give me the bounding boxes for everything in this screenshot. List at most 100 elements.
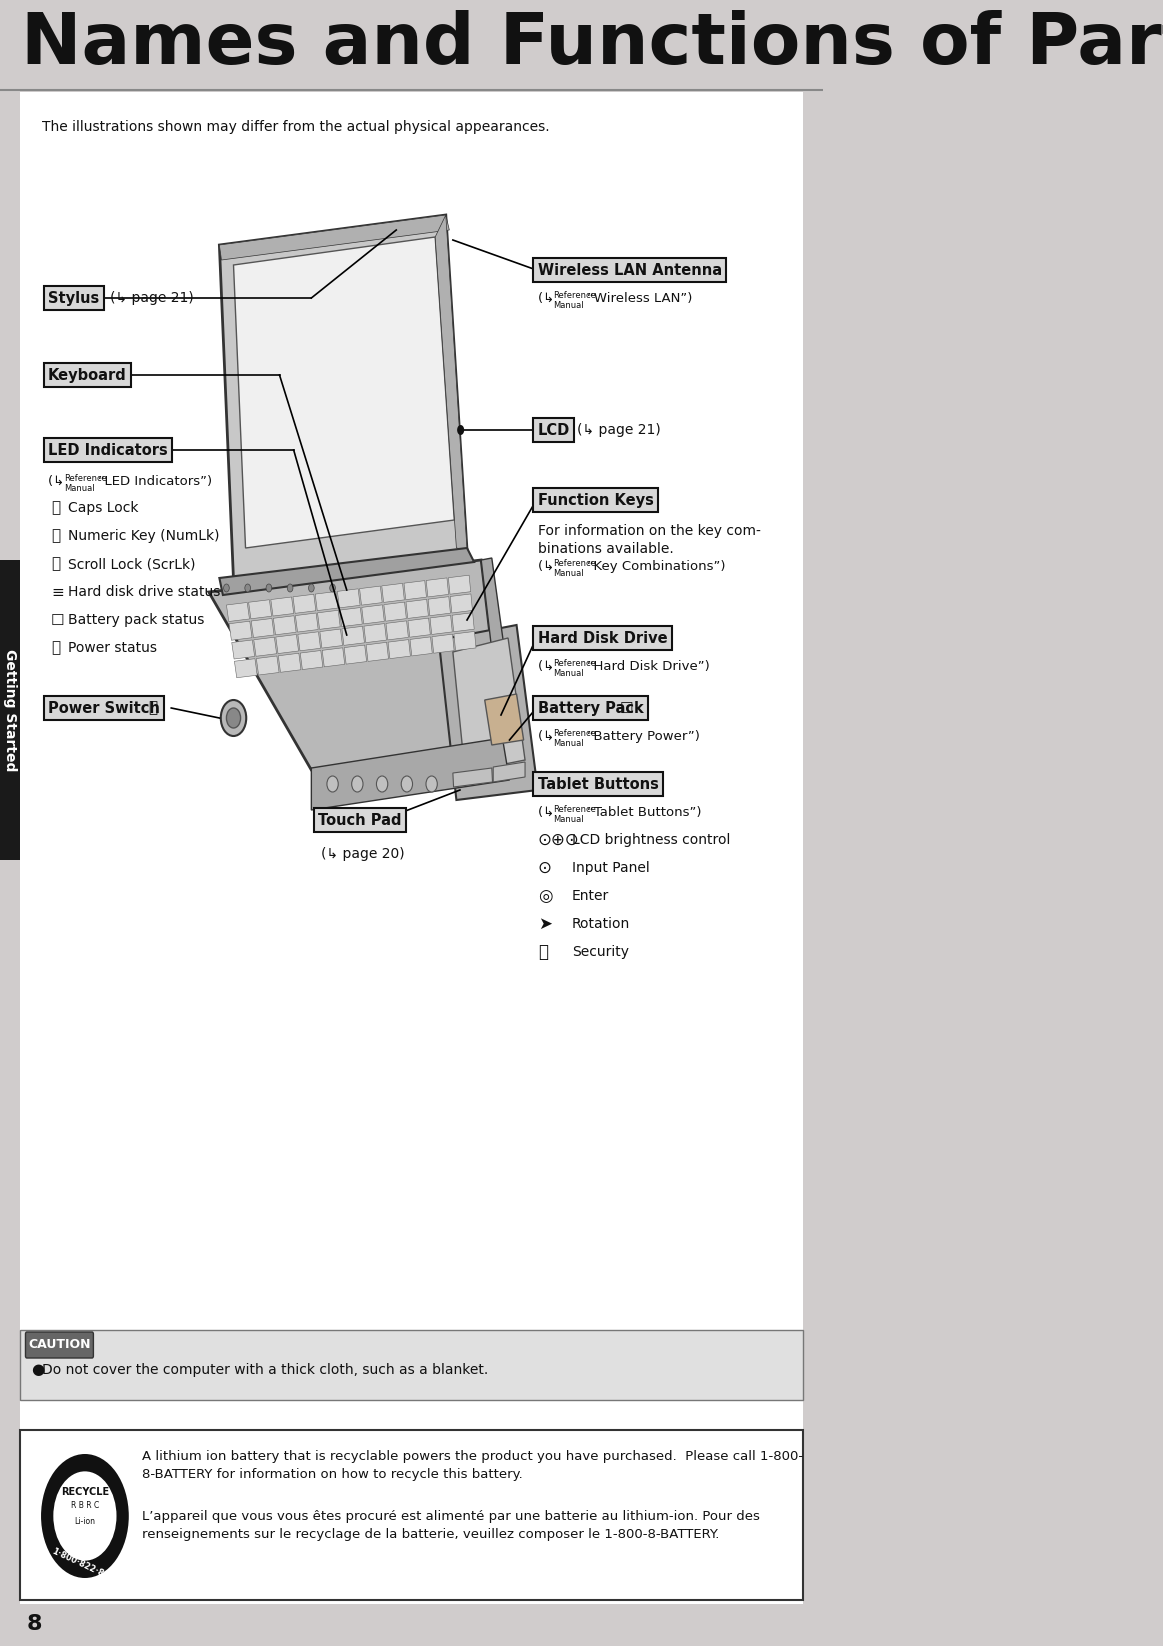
Polygon shape — [381, 583, 405, 602]
Polygon shape — [227, 602, 249, 622]
Text: LCD: LCD — [537, 423, 570, 438]
Polygon shape — [435, 216, 468, 550]
Text: Scroll Lock (ScrLk): Scroll Lock (ScrLk) — [67, 556, 195, 571]
Text: Ⓑ: Ⓑ — [51, 528, 60, 543]
Circle shape — [330, 584, 335, 593]
Polygon shape — [493, 762, 525, 782]
Text: ⊙: ⊙ — [537, 859, 551, 877]
Polygon shape — [411, 637, 433, 657]
Bar — [20, 1430, 804, 1600]
Polygon shape — [452, 612, 475, 632]
Text: A lithium ion battery that is recyclable powers the product you have purchased. : A lithium ion battery that is recyclable… — [142, 1450, 802, 1481]
Text: Li-ion: Li-ion — [74, 1518, 95, 1526]
Text: The illustrations shown may differ from the actual physical appearances.: The illustrations shown may differ from … — [43, 120, 550, 133]
Polygon shape — [254, 637, 277, 657]
Polygon shape — [450, 594, 472, 612]
Text: Hard Disk Drive: Hard Disk Drive — [537, 630, 668, 645]
Text: (↳: (↳ — [537, 560, 558, 573]
Text: Battery Pack: Battery Pack — [537, 701, 643, 716]
Polygon shape — [406, 599, 428, 619]
Polygon shape — [342, 627, 364, 645]
Circle shape — [287, 584, 293, 593]
Text: Security: Security — [572, 945, 629, 960]
Text: Ⓐ: Ⓐ — [51, 500, 60, 515]
Text: binations available.: binations available. — [537, 542, 673, 556]
Circle shape — [53, 1472, 116, 1560]
Polygon shape — [404, 581, 427, 599]
Text: Reference
Manual: Reference Manual — [554, 560, 597, 578]
Polygon shape — [366, 642, 388, 662]
Text: ●: ● — [31, 1363, 44, 1378]
Polygon shape — [344, 645, 366, 663]
Polygon shape — [452, 639, 525, 772]
Text: Caps Lock: Caps Lock — [67, 500, 138, 515]
Text: Reference
Manual: Reference Manual — [554, 291, 597, 311]
Polygon shape — [359, 586, 383, 606]
Text: Keyboard: Keyboard — [48, 367, 127, 382]
Text: ≡: ≡ — [51, 584, 64, 599]
Text: R B R C: R B R C — [71, 1501, 99, 1511]
Text: LED Indicators: LED Indicators — [48, 443, 167, 458]
Polygon shape — [276, 634, 299, 653]
Polygon shape — [278, 653, 301, 672]
Polygon shape — [438, 625, 537, 800]
Text: “Wireless LAN”): “Wireless LAN”) — [587, 291, 693, 305]
Text: (↳: (↳ — [537, 660, 558, 673]
Circle shape — [327, 775, 338, 792]
Text: 8: 8 — [27, 1615, 42, 1634]
Text: Hard disk drive status: Hard disk drive status — [67, 584, 220, 599]
Text: (↳ page 20): (↳ page 20) — [321, 848, 405, 861]
Circle shape — [223, 584, 229, 593]
Polygon shape — [249, 599, 272, 619]
Text: “Battery Power”): “Battery Power”) — [587, 729, 700, 742]
Text: “Hard Disk Drive”): “Hard Disk Drive”) — [587, 660, 711, 673]
Bar — [0, 0, 823, 91]
Polygon shape — [208, 560, 502, 770]
Polygon shape — [337, 589, 361, 607]
Text: ➤: ➤ — [537, 915, 551, 933]
Polygon shape — [362, 604, 384, 624]
Polygon shape — [271, 597, 294, 616]
Polygon shape — [340, 607, 362, 627]
Polygon shape — [384, 602, 406, 621]
Circle shape — [401, 775, 413, 792]
Circle shape — [266, 584, 272, 593]
Polygon shape — [452, 769, 492, 787]
Circle shape — [221, 700, 247, 736]
Polygon shape — [454, 632, 476, 650]
Polygon shape — [449, 574, 471, 594]
Polygon shape — [273, 616, 297, 635]
Polygon shape — [235, 658, 257, 678]
Polygon shape — [426, 578, 449, 597]
Polygon shape — [220, 548, 475, 594]
Text: ☐: ☐ — [619, 701, 633, 716]
Polygon shape — [300, 650, 323, 670]
Circle shape — [351, 775, 363, 792]
Polygon shape — [234, 237, 455, 548]
Text: Reference
Manual: Reference Manual — [554, 805, 597, 825]
FancyBboxPatch shape — [26, 1332, 93, 1358]
Polygon shape — [312, 737, 509, 810]
Text: Touch Pad: Touch Pad — [319, 813, 402, 828]
Text: Wireless LAN Antenna: Wireless LAN Antenna — [537, 262, 722, 278]
Polygon shape — [229, 621, 252, 640]
Text: (↳: (↳ — [537, 291, 558, 305]
Bar — [20, 1330, 804, 1401]
Text: “Key Combinations”): “Key Combinations”) — [587, 560, 726, 573]
Polygon shape — [298, 632, 321, 650]
Polygon shape — [231, 640, 255, 658]
Polygon shape — [388, 640, 411, 658]
Text: ☐: ☐ — [51, 612, 65, 627]
Polygon shape — [430, 616, 452, 634]
Circle shape — [245, 584, 250, 593]
Polygon shape — [428, 596, 450, 616]
Text: (↳: (↳ — [537, 729, 558, 742]
Circle shape — [426, 775, 437, 792]
Text: L’appareil que vous vous êtes procuré est alimenté par une batterie au lithium-i: L’appareil que vous vous êtes procuré es… — [142, 1509, 759, 1541]
Polygon shape — [295, 612, 319, 632]
Text: ◎: ◎ — [537, 887, 552, 905]
Circle shape — [227, 708, 241, 728]
Text: “Tablet Buttons”): “Tablet Buttons”) — [587, 807, 701, 820]
Polygon shape — [251, 619, 274, 637]
Polygon shape — [256, 657, 279, 675]
